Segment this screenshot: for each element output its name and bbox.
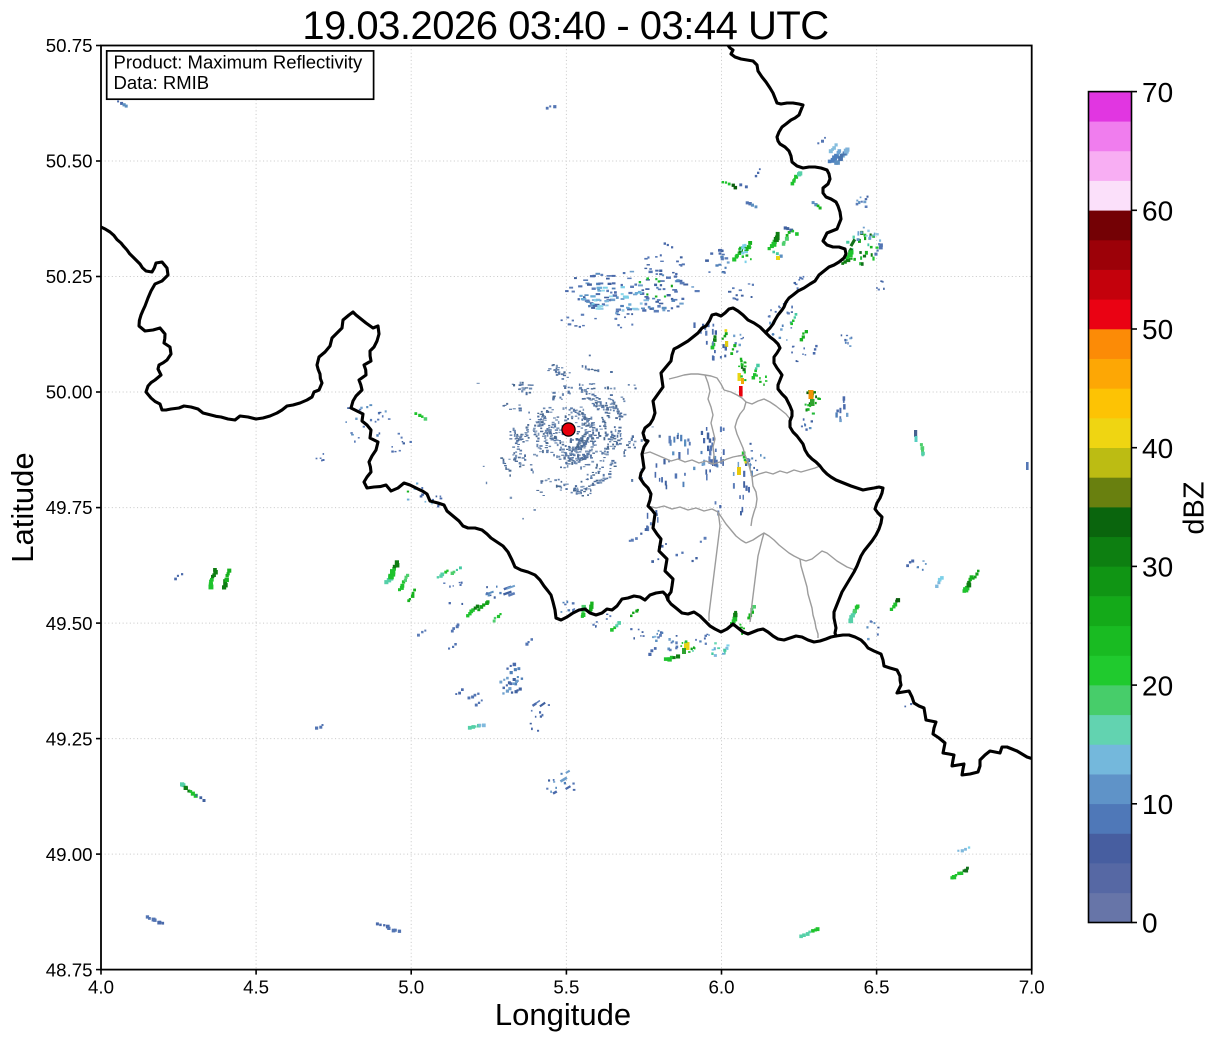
svg-text:6.5: 6.5 (864, 977, 890, 998)
svg-text:4.0: 4.0 (88, 977, 114, 998)
svg-text:49.25: 49.25 (46, 728, 93, 749)
svg-text:50: 50 (1142, 314, 1173, 345)
svg-text:50.00: 50.00 (46, 382, 93, 403)
svg-text:49.75: 49.75 (46, 497, 93, 518)
svg-text:50.75: 50.75 (46, 35, 93, 56)
svg-text:49.50: 49.50 (46, 613, 93, 634)
svg-text:48.75: 48.75 (46, 959, 93, 980)
svg-text:Product: Maximum Reflectivity: Product: Maximum Reflectivity (114, 52, 364, 73)
svg-text:49.00: 49.00 (46, 844, 93, 865)
svg-text:7.0: 7.0 (1019, 977, 1045, 998)
svg-text:5.0: 5.0 (398, 977, 424, 998)
svg-text:60: 60 (1142, 196, 1173, 227)
svg-text:30: 30 (1142, 552, 1173, 583)
svg-text:dBZ: dBZ (1179, 481, 1211, 534)
svg-text:19.03.2026 03:40 - 03:44 UTC: 19.03.2026 03:40 - 03:44 UTC (302, 4, 828, 48)
svg-text:6.0: 6.0 (709, 977, 735, 998)
svg-text:50.25: 50.25 (46, 266, 93, 287)
svg-text:5.5: 5.5 (553, 977, 579, 998)
svg-text:70: 70 (1142, 77, 1173, 108)
svg-text:Longitude: Longitude (495, 997, 631, 1032)
svg-text:20: 20 (1142, 670, 1173, 701)
svg-text:40: 40 (1142, 433, 1173, 464)
svg-text:4.5: 4.5 (243, 977, 269, 998)
svg-text:10: 10 (1142, 789, 1173, 820)
svg-text:Data: RMIB: Data: RMIB (114, 72, 210, 93)
svg-text:0: 0 (1142, 908, 1158, 939)
svg-text:Latitude: Latitude (5, 452, 40, 562)
svg-text:50.50: 50.50 (46, 151, 93, 172)
